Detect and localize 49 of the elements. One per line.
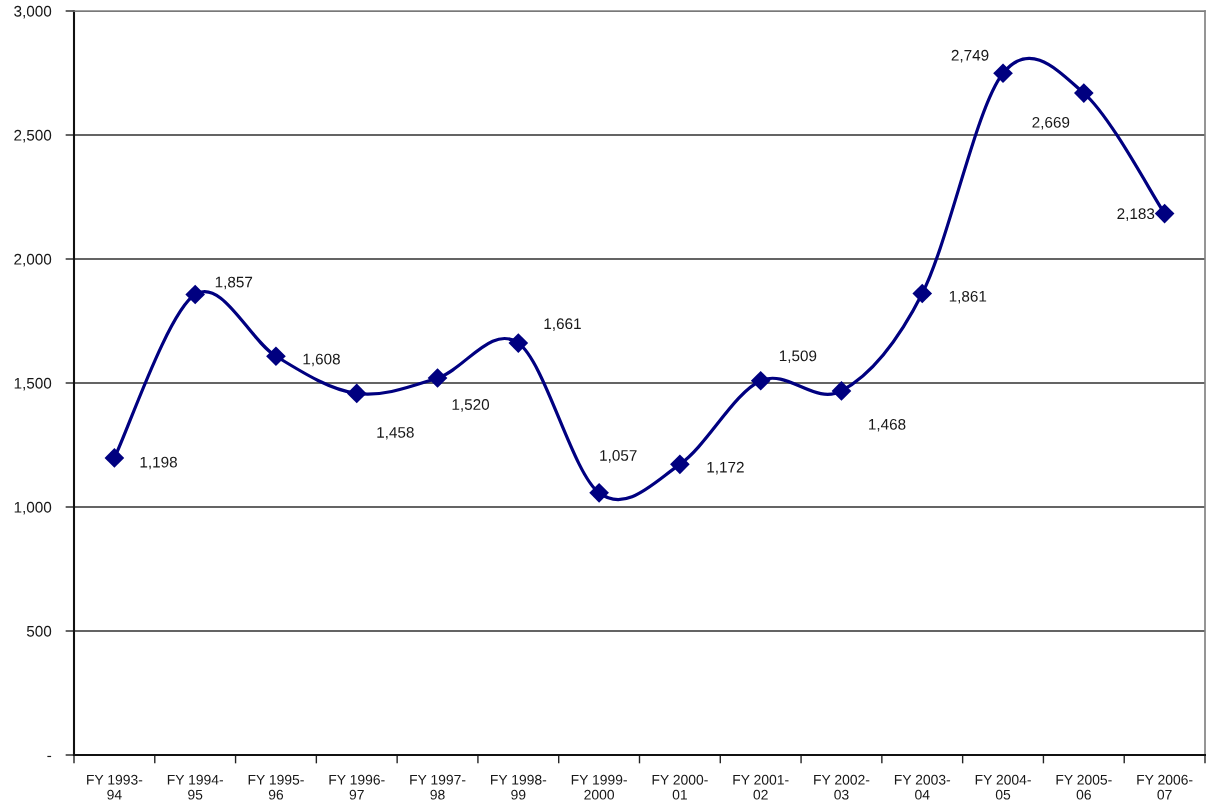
- point: [831, 381, 852, 401]
- x-tick-label: FY 1997- 98: [410, 774, 466, 800]
- point: [508, 333, 529, 353]
- x-tick-label: FY 2004- 05: [975, 774, 1031, 800]
- data-label: 1,468: [869, 418, 906, 432]
- data-label: 1,661: [544, 318, 581, 331]
- x-tick-label: FY 2002- 03: [814, 774, 870, 800]
- data-label: 1,857: [215, 276, 253, 290]
- x-tick-label: FY 2003- 04: [894, 774, 951, 800]
- x-tick-label: FY 1994- 95: [167, 774, 224, 800]
- point: [1074, 83, 1094, 103]
- data-label: 2,669: [1032, 116, 1070, 130]
- point: [427, 368, 448, 388]
- data-label: 1,057: [600, 450, 637, 463]
- data-label: 2,749: [951, 49, 989, 63]
- y-tick-label: 2,500: [14, 129, 52, 143]
- x-tick-label: FY 2000- 01: [652, 774, 708, 800]
- point: [750, 370, 771, 391]
- x-tick-label: FY 1995- 96: [248, 774, 304, 800]
- data-label: 1,608: [303, 353, 340, 367]
- data-label: 2,183: [1117, 208, 1155, 221]
- y-tick-label: 3,000: [14, 5, 52, 19]
- x-tick-label: FY 1999- 2000: [571, 774, 627, 800]
- x-tick-label: FY 2006- 07: [1137, 774, 1193, 800]
- y-tick-label: 2,000: [14, 253, 52, 267]
- point: [1154, 203, 1175, 224]
- x-tick-label: FY 2001- 02: [733, 774, 789, 800]
- y-tick-label: 500: [26, 625, 52, 637]
- x-tick-label: FY 2005- 06: [1056, 774, 1112, 800]
- point: [104, 448, 125, 468]
- data-label: 1,509: [779, 350, 817, 364]
- y-tick-label: -: [47, 755, 52, 758]
- point: [993, 63, 1013, 84]
- x-tick-label: FY 1993- 94: [87, 774, 143, 800]
- point: [670, 454, 690, 475]
- point: [912, 283, 933, 304]
- y-tick-label: 1,000: [14, 501, 52, 515]
- point: [589, 483, 609, 503]
- y-tick-label: 1,500: [14, 377, 52, 391]
- point: [185, 284, 205, 305]
- data-label: 1,172: [707, 461, 744, 475]
- point: [346, 383, 367, 404]
- data-label: 1,198: [140, 456, 177, 470]
- data-label: 1,520: [452, 399, 490, 412]
- x-tick-label: FY 1996- 97: [329, 774, 385, 800]
- x-tick-label: FY 1998- 99: [491, 774, 547, 800]
- point: [266, 346, 286, 367]
- data-label: 1,861: [949, 290, 987, 304]
- data-label: 1,458: [377, 426, 414, 440]
